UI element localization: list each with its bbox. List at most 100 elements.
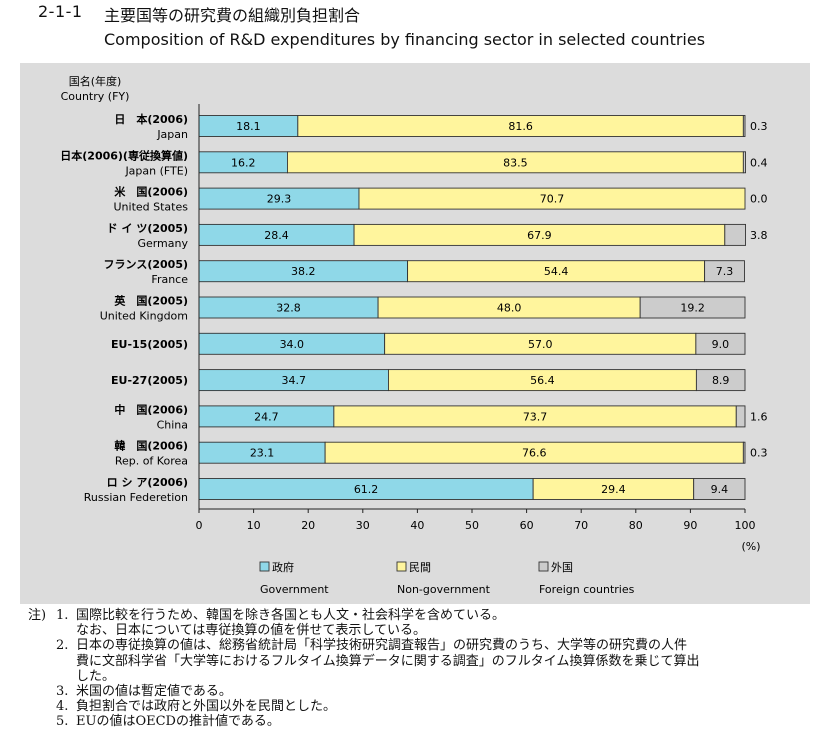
bar-segment — [639, 296, 746, 319]
category-label-en: Germany — [137, 237, 188, 250]
category-label: ド イ ツ(2005) — [107, 222, 188, 235]
data-label: 0.3 — [750, 120, 768, 133]
note-2-line-2: 費に文部科学省「大学等におけるフルタイム換算データに関する調査」のフルタイム換算… — [28, 654, 823, 669]
data-label: 23.1 — [250, 447, 275, 460]
data-label: 0.4 — [750, 156, 768, 169]
data-label: 81.6 — [508, 120, 533, 133]
data-label: 56.4 — [530, 374, 555, 387]
data-label: 48.0 — [497, 302, 522, 315]
data-label: 19.2 — [680, 302, 705, 315]
category-label-en: Russian Federetion — [84, 491, 188, 504]
data-label: 57.0 — [528, 338, 553, 351]
note-2-line-3: した。 — [28, 669, 823, 684]
note-2-text-3: した。 — [76, 668, 116, 684]
title-japanese: 主要国等の研究費の組織別負担割合 — [104, 6, 361, 25]
category-label: 米 国(2006) — [113, 185, 188, 199]
bar-segment — [724, 223, 746, 246]
note-1-line-2: なお、日本については専従換算の値を併せて表示している。 — [28, 623, 823, 638]
bar-segment — [735, 405, 746, 428]
bar-segment — [695, 332, 746, 355]
note-5-number: 5. — [56, 714, 69, 730]
legend-label: 民間 — [409, 561, 431, 574]
legend-swatch — [396, 561, 407, 572]
column-header-en: Country (FY) — [61, 90, 130, 103]
note-2-line-1: 2. 日本の専従換算の値は、総務省統計局「科学技術研究調査報告」の研究費のうち、大… — [28, 638, 823, 653]
data-label: 0.3 — [750, 447, 768, 460]
note-3-text: 米国の値は暫定値である。 — [76, 684, 232, 700]
bar-segment — [358, 187, 746, 210]
data-label: 0.0 — [750, 193, 768, 206]
note-2-text-2: 費に文部科学省「大学等におけるフルタイム換算データに関する調査」のフルタイム換算… — [76, 653, 700, 669]
category-label: EU-27(2005) — [111, 374, 188, 387]
category-label-en: United Kingdom — [100, 310, 188, 323]
notes: 注) 1. 国際比較を行うため、韓国を除き各国とも人文・社会科学を含めている。 なお… — [28, 608, 823, 730]
category-label: 日本(2006)(専従換算値) — [60, 148, 188, 162]
x-tick-label: 10 — [247, 519, 261, 532]
figure-number: 2-1-1 — [38, 2, 83, 21]
x-tick-label: 90 — [683, 519, 697, 532]
category-label-en: China — [157, 418, 188, 431]
data-label: 8.9 — [712, 374, 730, 387]
data-label: 16.2 — [231, 156, 256, 169]
data-label: 1.6 — [750, 410, 768, 423]
category-label: 日 本(2006) — [114, 112, 188, 126]
x-tick-label: 60 — [520, 519, 534, 532]
category-label: 英 国(2005) — [113, 294, 188, 308]
x-tick-label: 40 — [410, 519, 424, 532]
data-label: 67.9 — [527, 229, 552, 242]
category-label: 中 国(2006) — [114, 402, 188, 416]
data-label: 3.8 — [750, 229, 768, 242]
data-label: 73.7 — [523, 410, 548, 423]
x-axis-unit: (%) — [741, 540, 760, 553]
bar-segment — [742, 441, 746, 464]
note-2-text: 日本の専従換算の値は、総務省統計局「科学技術研究調査報告」の研究費のうち、大学等… — [76, 638, 688, 654]
category-label: ロ シ ア(2006) — [107, 476, 188, 489]
title-english: Composition of R&D expenditures by finan… — [104, 30, 706, 49]
category-label: フランス(2005) — [104, 258, 188, 271]
bar-segment — [742, 115, 746, 137]
bar-segment — [704, 260, 745, 283]
legend-label: 政府 — [272, 560, 294, 574]
category-label-en: Japan (FTE) — [124, 164, 188, 177]
legend-label-en: Government — [260, 583, 329, 596]
data-label: 38.2 — [291, 265, 316, 278]
legend-label-en: Non-government — [397, 583, 491, 596]
data-label: 18.1 — [236, 120, 261, 133]
data-label: 28.4 — [264, 229, 289, 242]
x-tick-label: 0 — [196, 519, 203, 532]
note-1-line-1: 注) 1. 国際比較を行うため、韓国を除き各国とも人文・社会科学を含めている。 — [28, 608, 823, 623]
data-label: 29.3 — [267, 193, 292, 206]
note-3-line-1: 3. 米国の値は暫定値である。 — [28, 684, 823, 699]
data-label: 34.0 — [280, 338, 305, 351]
x-tick-label: 70 — [574, 519, 588, 532]
note-4-text: 負担割合では政府と外国以外を民間とした。 — [76, 699, 337, 715]
note-2-number: 2. — [56, 638, 69, 654]
data-label: 70.7 — [540, 193, 565, 206]
column-header-ja: 国名(年度) — [69, 74, 122, 88]
bar-segment — [695, 369, 746, 392]
bar-segment — [742, 151, 746, 174]
data-label: 7.3 — [716, 265, 734, 278]
data-label: 61.2 — [354, 483, 379, 496]
data-label: 9.0 — [712, 338, 730, 351]
note-4-number: 4. — [56, 699, 69, 715]
bar-segment — [693, 478, 746, 500]
data-label: 54.4 — [544, 265, 569, 278]
note-3-number: 3. — [56, 684, 69, 700]
x-tick-label: 100 — [735, 519, 756, 532]
x-tick-label: 20 — [301, 519, 315, 532]
data-label: 9.4 — [711, 483, 729, 496]
category-label: EU-15(2005) — [111, 338, 188, 351]
category-label-en: France — [151, 273, 188, 286]
category-label: 韓 国(2006) — [114, 439, 188, 453]
stacked-bar-chart: 国名(年度) Country (FY) 日 本(2006) Japan 18.1 81.6… — [60, 74, 768, 596]
x-tick-label: 30 — [356, 519, 370, 532]
data-label: 34.7 — [281, 374, 306, 387]
notes-prefix: 注) — [28, 608, 47, 623]
note-1-text: 国際比較を行うため、韓国を除き各国とも人文・社会科学を含めている。 — [76, 608, 506, 623]
x-tick-label: 80 — [629, 519, 643, 532]
chart-panel: 国名(年度) Country (FY) 日 本(2006) Japan 18.1 81.6… — [20, 63, 810, 604]
category-label-en: Japan — [156, 128, 188, 141]
note-1-text-2: なお、日本については専従換算の値を併せて表示している。 — [76, 623, 426, 639]
note-4-line-1: 4. 負担割合では政府と外国以外を民間とした。 — [28, 699, 823, 714]
